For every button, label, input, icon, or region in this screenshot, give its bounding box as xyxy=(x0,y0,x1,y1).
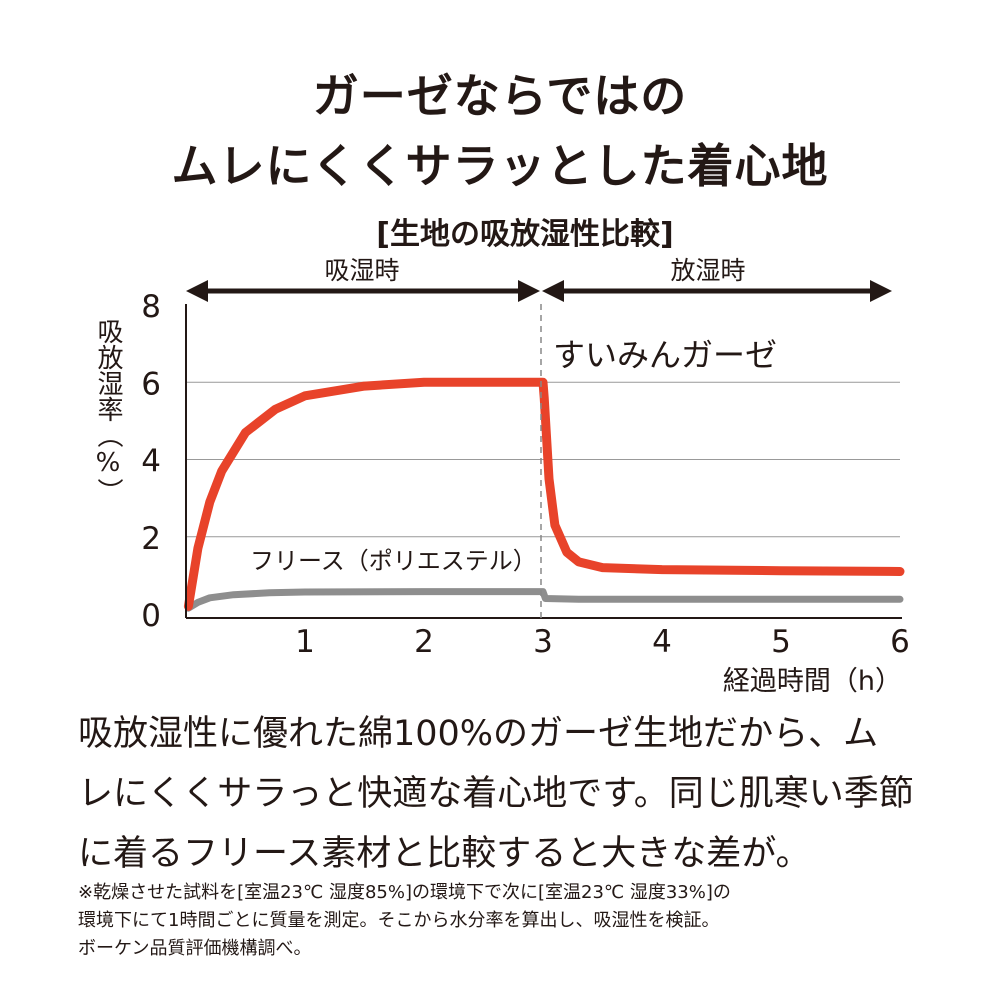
release-arrow-right-head xyxy=(870,280,892,302)
description-line-3: に着るフリース素材と比較すると大きな差が。 xyxy=(78,834,811,874)
series-label-fleece: フリース（ポリエステル） xyxy=(250,547,537,575)
y-tick-label: 6 xyxy=(141,366,161,402)
x-tick-label: 2 xyxy=(414,624,434,660)
y-axis-label: 吸放湿率（%） xyxy=(93,318,123,504)
series-line-fleece xyxy=(184,588,904,612)
headline-line-2: ムレにくくサラッとした着心地 xyxy=(171,139,829,193)
release-arrow-left-head xyxy=(542,280,564,302)
series-line-gauze xyxy=(183,377,905,611)
x-tick-label: 4 xyxy=(652,624,672,660)
y-tick-label: 0 xyxy=(141,598,161,634)
footnote-line-3: ボーケン品質評価機構調べ。 xyxy=(78,938,312,959)
x-tick-label: 1 xyxy=(295,624,315,660)
description-line-2: レにくくサラっと快適な着心地です。同じ肌寒い季節 xyxy=(78,774,914,814)
footnote-line-1: ※乾燥させた試料を[室温23℃ 湿度85%]の環境下で次に[室温23℃ 湿度33… xyxy=(78,882,731,903)
x-tick-label: 5 xyxy=(771,624,791,660)
chart-title: [生地の吸放湿性比較] xyxy=(376,217,673,252)
description-line-1: 吸放湿性に優れた綿100%のガーゼ生地だから、ム xyxy=(78,714,879,754)
phase-label-absorb: 吸湿時 xyxy=(324,256,399,285)
absorb-arrow-left-head xyxy=(186,280,208,302)
axis-ticks: 0 2 4 6 8 1 2 3 4 5 6 xyxy=(141,289,910,660)
series-label-gauze: すいみんガーゼ xyxy=(553,336,777,374)
y-tick-label: 4 xyxy=(141,444,161,480)
absorb-arrow-right-head xyxy=(518,280,540,302)
x-tick-label: 6 xyxy=(890,624,910,660)
x-tick-label: 3 xyxy=(533,624,553,660)
phase-arrows: 吸湿時 放湿時 xyxy=(186,256,892,302)
x-axis-label: 経過時間（h） xyxy=(723,666,902,697)
footnote-line-2: 環境下にて1時間ごとに質量を測定。そこから水分率を算出し、吸湿性を検証。 xyxy=(78,910,720,931)
y-tick-label: 2 xyxy=(141,521,161,557)
y-tick-label: 8 xyxy=(141,289,161,325)
phase-label-release: 放湿時 xyxy=(670,256,745,285)
series-lines xyxy=(183,377,905,612)
headline-line-1: ガーゼならではの xyxy=(312,69,688,123)
